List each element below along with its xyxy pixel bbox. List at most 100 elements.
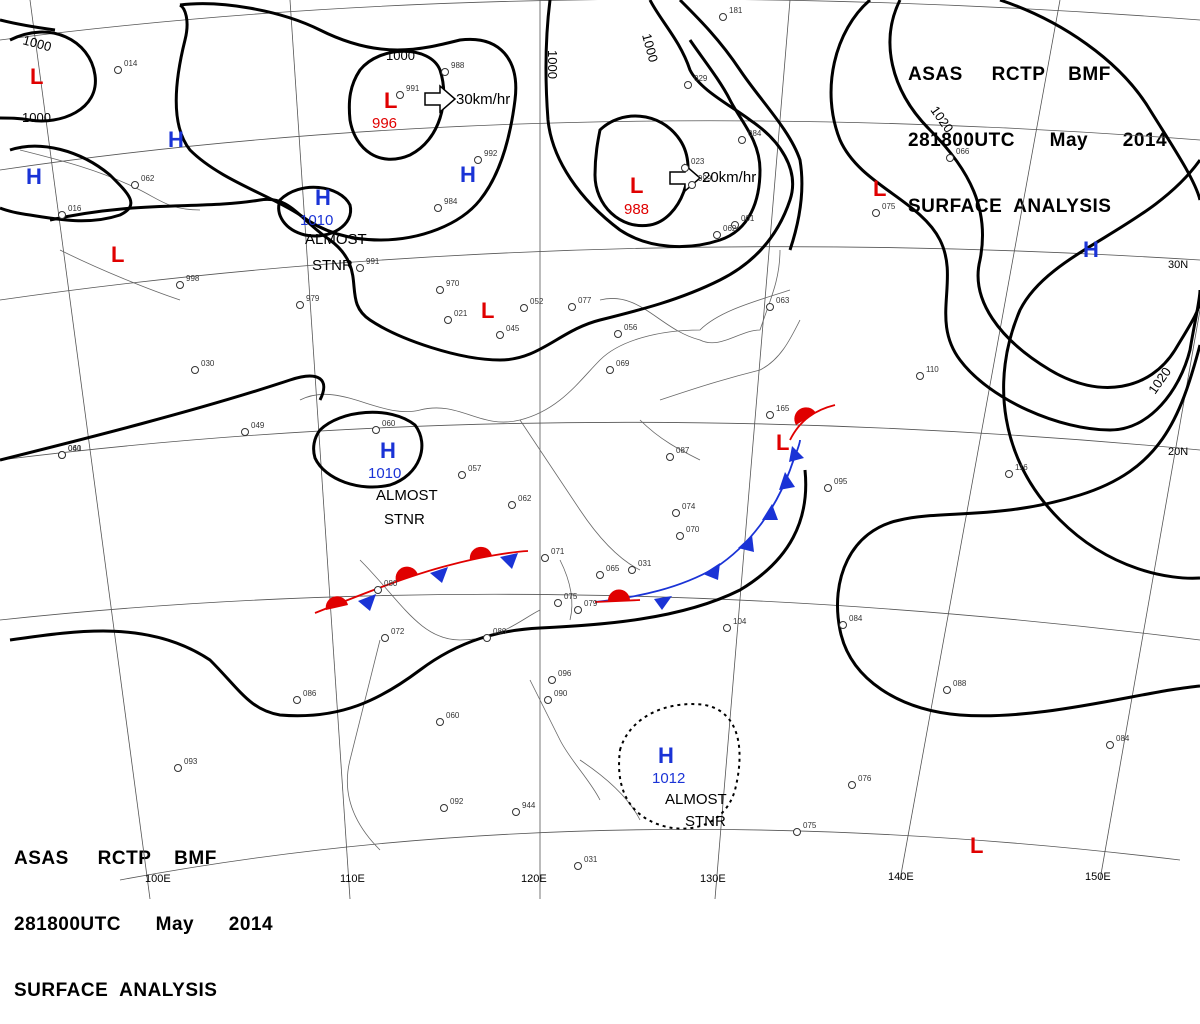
latitude-label: 30N — [1168, 259, 1188, 271]
station-pressure-code: 041 — [68, 444, 82, 453]
longitude-label: 120E — [521, 873, 547, 885]
station-circle-icon — [555, 600, 562, 607]
low-center: L — [873, 176, 886, 201]
low-center: L — [481, 298, 494, 323]
movement-speed-label: 30km/hr — [456, 91, 510, 108]
almost-stationary-note: ALMOST — [665, 791, 727, 808]
station-circle-icon — [521, 305, 528, 312]
longitude-label: 110E — [340, 873, 365, 885]
station-circle-icon — [549, 677, 556, 684]
station-circle-icon — [484, 635, 491, 642]
station-pressure-code: 045 — [506, 324, 520, 333]
almost-stationary-note: STNR — [685, 813, 726, 830]
station-pressure-code: 080 — [493, 627, 507, 636]
low-center: L — [30, 64, 43, 89]
high-center: H — [26, 164, 42, 189]
station-pressure-code: 016 — [68, 204, 82, 213]
almost-stationary-note: ALMOST — [305, 231, 367, 248]
almost-stationary-note: STNR — [312, 257, 353, 274]
station-pressure-code: 093 — [184, 757, 198, 766]
station-pressure-code: 092 — [450, 797, 464, 806]
station-circle-icon — [767, 412, 774, 419]
station-pressure-code: 087 — [676, 446, 690, 455]
longitude-label: 130E — [700, 873, 726, 885]
station-pressure-code: 066 — [956, 147, 970, 156]
station-pressure-code: 080 — [384, 579, 398, 588]
high-center: H — [658, 743, 674, 768]
warm-front-bump — [326, 596, 348, 610]
parallel-line — [0, 247, 1200, 300]
station-pressure-code: 056 — [624, 323, 638, 332]
station-pressure-code: 070 — [686, 525, 700, 534]
coastline — [520, 420, 640, 570]
cold-front-triangle — [654, 596, 672, 610]
isobar-label: 1000 — [22, 110, 51, 125]
station-circle-icon — [437, 287, 444, 294]
coastline — [530, 680, 600, 800]
station-pressure-code: 984 — [444, 197, 458, 206]
station-pressure-code: 991 — [366, 257, 380, 266]
station-circle-icon — [375, 587, 382, 594]
low-center: L — [111, 242, 124, 267]
station-pressure-code: 998 — [186, 274, 200, 283]
station-circle-icon — [794, 829, 801, 836]
station-pressure-code: 014 — [124, 59, 138, 68]
station-pressure-code: 031 — [584, 855, 598, 864]
station-pressure-code: 062 — [141, 174, 155, 183]
longitude-label: 140E — [888, 871, 914, 883]
station-circle-icon — [944, 687, 951, 694]
station-circle-icon — [177, 282, 184, 289]
coastline — [580, 760, 640, 820]
movement-arrow-icon — [425, 86, 455, 112]
station-circle-icon — [575, 863, 582, 870]
station-circle-icon — [497, 332, 504, 339]
coastline — [560, 560, 572, 620]
station-circle-icon — [1107, 742, 1114, 749]
station-pressure-code: 063 — [776, 296, 790, 305]
cold-front-triangle — [358, 594, 376, 611]
station-circle-icon — [947, 155, 954, 162]
station-pressure-code: 072 — [391, 627, 405, 636]
longitude-label: 100E — [145, 873, 171, 885]
isobar — [1004, 160, 1200, 578]
station-pressure-code: 060 — [446, 711, 460, 720]
station-circle-icon — [437, 719, 444, 726]
station-circle-icon — [569, 304, 576, 311]
station-pressure-code: 071 — [551, 547, 565, 556]
station-pressure-code: 110 — [926, 365, 939, 374]
station-circle-icon — [445, 317, 452, 324]
station-pressure-code: 062 — [518, 494, 532, 503]
isobar — [831, 0, 1200, 430]
coastline — [300, 290, 790, 422]
station-pressure-code: 076 — [858, 774, 872, 783]
station-pressure-code: 084 — [748, 129, 762, 138]
station-pressure-code: 001 — [741, 214, 755, 223]
cold-front-triangle — [500, 553, 518, 569]
station-pressure-code: 086 — [303, 689, 317, 698]
station-circle-icon — [685, 82, 692, 89]
high-center: H — [380, 438, 396, 463]
station-pressure-code: 079 — [584, 599, 598, 608]
station-circle-icon — [242, 429, 249, 436]
station-circle-icon — [357, 265, 364, 272]
station-pressure-code: 062 — [723, 224, 737, 233]
station-circle-icon — [59, 452, 66, 459]
isobar-label: 1000 — [21, 32, 53, 54]
station-pressure-code: 023 — [691, 157, 705, 166]
isobar-label: 1020 — [1145, 364, 1174, 396]
coastline — [360, 560, 540, 640]
coastline — [20, 150, 200, 210]
station-circle-icon — [667, 454, 674, 461]
station-circle-icon — [682, 165, 689, 172]
station-circle-icon — [615, 331, 622, 338]
station-pressure-code: 065 — [606, 564, 620, 573]
isobar-label: 1000 — [386, 48, 415, 63]
isobars — [0, 0, 1200, 716]
movement-speed-label: 20km/hr — [702, 169, 756, 186]
station-circle-icon — [459, 472, 466, 479]
high-center-value: 1010 — [300, 212, 333, 229]
coastline — [347, 640, 380, 850]
station-pressure-code: 075 — [564, 592, 578, 601]
warm-front-bump — [608, 589, 630, 601]
station-circle-icon — [849, 782, 856, 789]
